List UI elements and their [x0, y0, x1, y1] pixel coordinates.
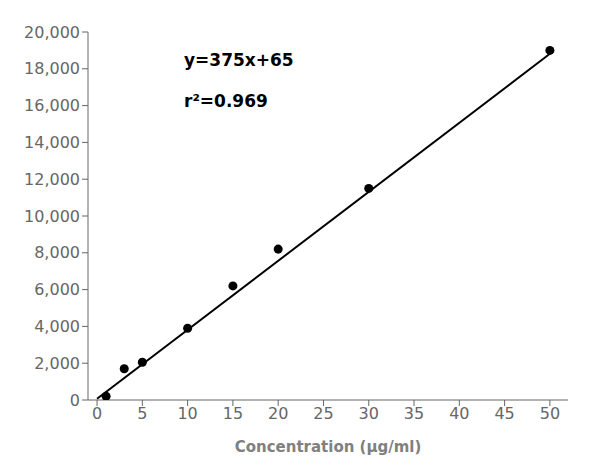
svg-text:8,000: 8,000	[34, 243, 80, 262]
svg-text:4,000: 4,000	[34, 317, 80, 336]
svg-text:18,000: 18,000	[24, 59, 80, 78]
svg-text:25: 25	[313, 404, 333, 423]
svg-text:35: 35	[404, 404, 424, 423]
svg-text:Concentration (μg/ml): Concentration (μg/ml)	[235, 438, 422, 456]
svg-text:0: 0	[92, 404, 102, 423]
svg-text:20: 20	[268, 404, 288, 423]
svg-text:20,000: 20,000	[24, 23, 80, 42]
html-text:y=375x+65: y=375x+65	[184, 50, 294, 71]
svg-text:40: 40	[449, 404, 469, 423]
svg-text:10: 10	[177, 404, 197, 423]
svg-text:30: 30	[359, 404, 379, 423]
svg-text:2,000: 2,000	[34, 354, 80, 373]
svg-text:50: 50	[540, 404, 560, 423]
svg-text:0: 0	[70, 391, 80, 410]
svg-text:15: 15	[223, 404, 243, 423]
svg-text:6,000: 6,000	[34, 280, 80, 299]
svg-text:10,000: 10,000	[24, 207, 80, 226]
svg-text:45: 45	[494, 404, 514, 423]
svg-text:16,000: 16,000	[24, 96, 80, 115]
html-text:r²=0.969: r²=0.969	[184, 90, 268, 111]
svg-text:5: 5	[137, 404, 147, 423]
svg-text:14,000: 14,000	[24, 133, 80, 152]
svg-text:12,000: 12,000	[24, 170, 80, 189]
